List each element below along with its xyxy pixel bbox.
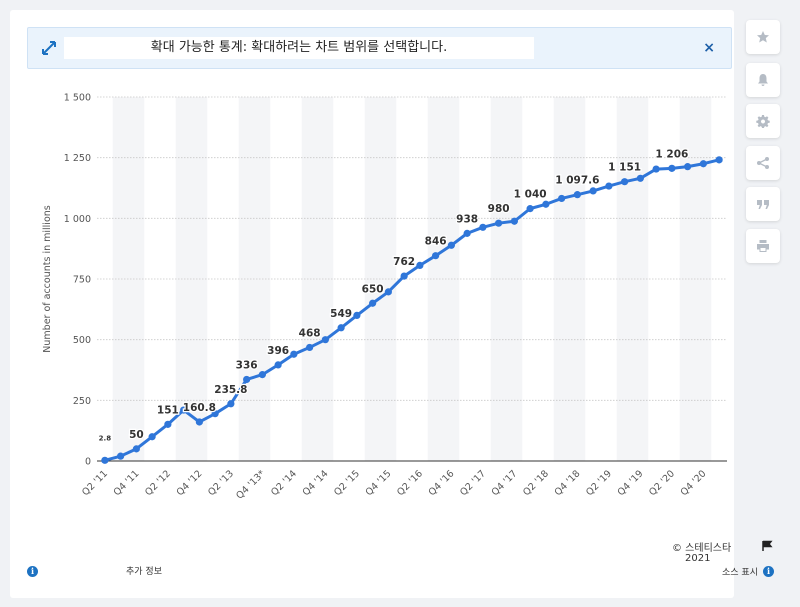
print-icon [757, 240, 769, 252]
notification-button[interactable] [746, 63, 780, 97]
print-button[interactable] [746, 229, 780, 263]
show-source-link[interactable]: 소스 표시 [722, 568, 758, 578]
expand-icon [42, 41, 56, 55]
star-icon [757, 31, 769, 43]
more-info-link[interactable]: 추가 정보 [126, 567, 162, 577]
favorite-button[interactable] [746, 20, 780, 54]
settings-button[interactable] [746, 104, 780, 138]
source-info-icon[interactable]: i [763, 566, 774, 577]
share-icon [757, 157, 769, 169]
share-button[interactable] [746, 146, 780, 180]
zoom-banner: 확대 가능한 통계: 확대하려는 차트 범위를 선택합니다. × [27, 27, 732, 69]
bell-icon [758, 74, 768, 86]
cite-button[interactable] [746, 187, 780, 221]
flag-icon[interactable] [761, 540, 773, 552]
quote-icon [757, 200, 769, 209]
chart-card [10, 10, 734, 598]
gear-icon [756, 115, 770, 128]
copyright-year: 2021 [685, 553, 711, 564]
zoom-banner-text: 확대 가능한 통계: 확대하려는 차트 범위를 선택합니다. [64, 37, 534, 59]
copyright-text: © 스테티스타 [672, 543, 732, 554]
close-icon[interactable]: × [703, 40, 715, 56]
info-icon[interactable]: i [27, 566, 38, 577]
